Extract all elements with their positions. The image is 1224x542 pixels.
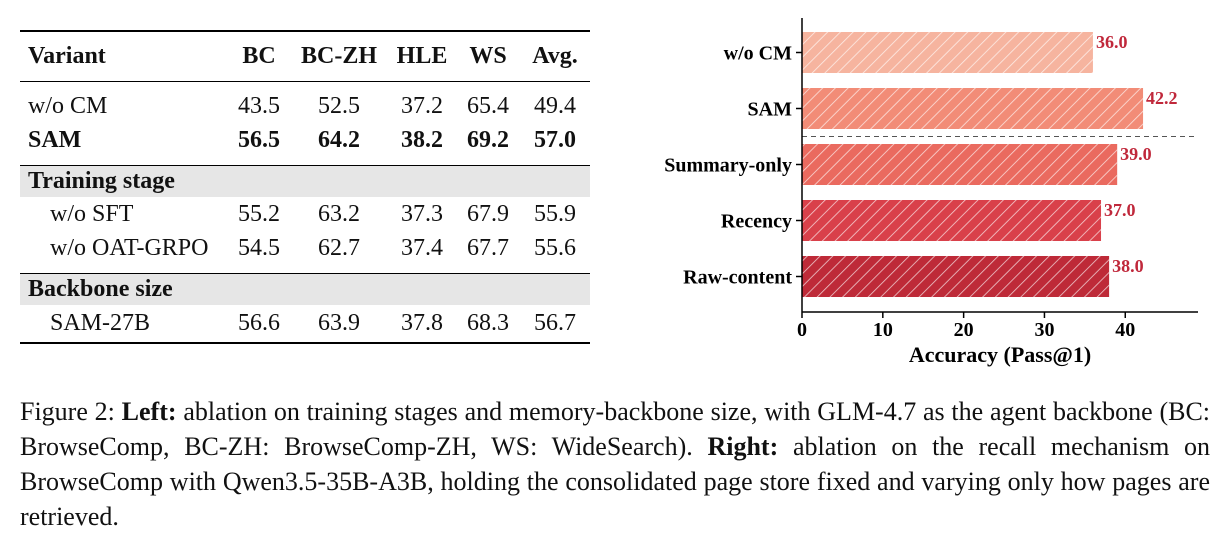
figure-caption: Figure 2: Left: ablation on training sta… — [20, 394, 1210, 534]
section-title-backbone-size: Backbone size — [20, 273, 590, 305]
table-row: w/o OAT-GRPO 54.5 62.7 37.4 67.7 55.6 — [20, 231, 590, 265]
x-tick-label: 0 — [797, 319, 807, 341]
bar-hatch — [802, 256, 1110, 297]
table-row: SAM-27B 56.6 63.9 37.8 68.3 56.7 — [20, 305, 590, 343]
variant-cell: w/o CM — [28, 92, 108, 119]
value-cell: 64.2 — [318, 126, 360, 153]
value-cell: 69.2 — [467, 126, 509, 153]
value-cell: 57.0 — [534, 126, 576, 153]
value-cell: 37.2 — [401, 92, 443, 119]
bar-value-label: 36.0 — [1096, 32, 1128, 52]
bar-hatch — [802, 144, 1118, 185]
bar-hatch — [802, 200, 1102, 241]
value-cell: 55.6 — [534, 234, 576, 261]
value-cell: 43.5 — [238, 92, 280, 119]
caption-right-label: Right: — [707, 432, 779, 461]
category-label: Recency — [721, 211, 792, 233]
header-hle: HLE — [396, 42, 448, 69]
value-cell: 63.9 — [318, 310, 360, 336]
training-stage-section: Training stage w/o SFT 55.2 63.2 37.3 67… — [20, 165, 590, 273]
bar-value-label: 37.0 — [1104, 200, 1136, 220]
category-label: Summary-only — [664, 155, 792, 177]
section-title-training-stage: Training stage — [20, 165, 590, 197]
bar-hatch — [802, 88, 1144, 129]
variant-cell: w/o SFT — [50, 200, 134, 227]
header-row: Variant BC BC-ZH HLE WS Avg. — [20, 31, 590, 81]
ticks-layer: 0 10 20 30 40 — [796, 51, 1135, 341]
value-cell: 68.3 — [467, 310, 509, 336]
variant-cell: SAM-27B — [50, 310, 151, 336]
value-cell: 49.4 — [534, 92, 576, 119]
value-cell: 65.4 — [467, 92, 509, 119]
value-cell: 62.7 — [318, 234, 360, 261]
x-tick-label: 30 — [1034, 319, 1054, 341]
variant-cell: w/o OAT-GRPO — [50, 234, 209, 261]
caption-left-text: ablation on training stages and memory-b… — [20, 397, 1211, 461]
x-tick-label: 10 — [873, 319, 893, 341]
bar-value-label: 42.2 — [1146, 88, 1178, 108]
bar-value-label: 38.0 — [1112, 256, 1144, 276]
header-ws: WS — [469, 42, 507, 69]
table-row: w/o SFT 55.2 63.2 37.3 67.9 55.9 — [20, 197, 590, 231]
category-label: Raw-content — [683, 267, 792, 289]
value-cell: 63.2 — [318, 200, 360, 227]
section-header: Training stage — [20, 165, 590, 197]
section-header: Backbone size — [20, 273, 590, 305]
header-avg: Avg. — [532, 42, 578, 69]
category-label: SAM — [748, 99, 793, 121]
value-cell: 37.3 — [401, 200, 443, 227]
header-variant: Variant — [28, 42, 106, 69]
value-cell: 37.4 — [401, 234, 443, 261]
table-header: Variant BC BC-ZH HLE WS Avg. — [20, 31, 590, 81]
header-bc: BC — [242, 42, 276, 69]
bar-hatch — [802, 32, 1093, 73]
value-cell: 37.8 — [401, 310, 443, 336]
value-cell: 38.2 — [401, 126, 443, 153]
main-rows: w/o CM 43.5 52.5 37.2 65.4 49.4 SAM 56.5… — [20, 81, 590, 165]
ablation-table: Variant BC BC-ZH HLE WS Avg. w/o CM 43.5… — [20, 30, 590, 344]
caption-left-label: Left: — [121, 397, 177, 426]
value-cell: 55.9 — [534, 200, 576, 227]
backbone-size-section: Backbone size SAM-27B 56.6 63.9 37.8 68.… — [20, 273, 590, 343]
header-bc-zh: BC-ZH — [300, 42, 377, 69]
x-axis-label: Accuracy (Pass@1) — [909, 342, 1091, 367]
variant-cell: SAM — [28, 126, 82, 153]
x-tick-label: 20 — [954, 319, 974, 341]
caption-right-text: ablation on the recall mechanism on Brow… — [20, 432, 1211, 531]
value-cell: 67.9 — [467, 200, 509, 227]
recall-ablation-chart: 36.0 w/o CM 42.2 SAM 39.0 Summary-only 37.0 Rec… — [664, 18, 1198, 367]
value-cell: 56.5 — [238, 126, 280, 153]
table-row: SAM 56.5 64.2 38.2 69.2 57.0 — [20, 123, 590, 157]
x-tick-label: 40 — [1115, 319, 1135, 341]
bar-value-label: 39.0 — [1120, 144, 1152, 164]
caption-figure-label: Figure 2: — [20, 397, 115, 426]
category-label: w/o CM — [724, 43, 792, 65]
value-cell: 56.6 — [238, 310, 280, 336]
value-cell: 67.7 — [467, 234, 509, 261]
value-cell: 56.7 — [534, 310, 576, 336]
value-cell: 55.2 — [238, 200, 280, 227]
table-row: w/o CM 43.5 52.5 37.2 65.4 49.4 — [20, 89, 590, 123]
bars-layer: 36.0 w/o CM 42.2 SAM 39.0 Summary-only 37.0 Rec… — [664, 32, 1178, 297]
value-cell: 52.5 — [318, 92, 360, 119]
value-cell: 54.5 — [238, 234, 280, 261]
